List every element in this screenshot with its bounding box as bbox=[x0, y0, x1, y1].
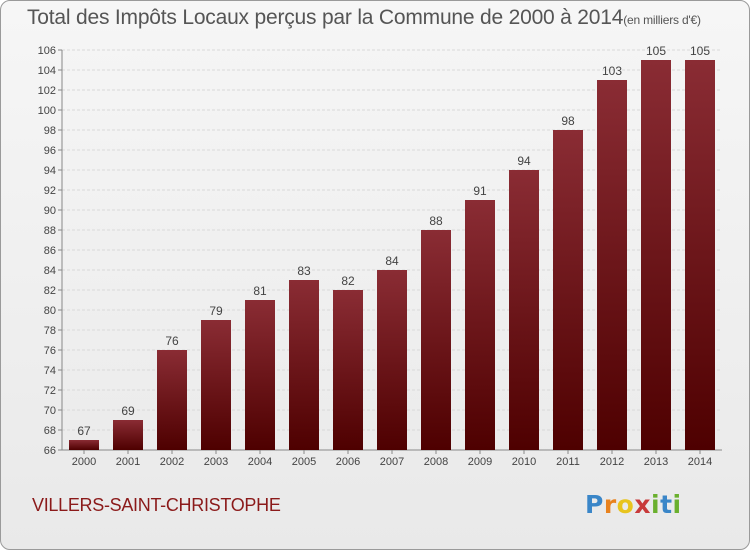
bar-value-label: 84 bbox=[385, 254, 399, 268]
x-tick-label: 2010 bbox=[512, 456, 536, 468]
x-tick-label: 2000 bbox=[72, 456, 96, 468]
bar bbox=[421, 230, 451, 450]
y-tick-label: 78 bbox=[44, 325, 56, 337]
x-tick-label: 2004 bbox=[248, 456, 272, 468]
bar-value-label: 79 bbox=[209, 304, 223, 318]
x-tick-label: 2001 bbox=[116, 456, 140, 468]
labels: 67 69 76 79 81 83 82 84 88 91 94 98 103 105 105 bbox=[77, 44, 710, 438]
y-tick-label: 70 bbox=[44, 405, 56, 417]
bar-value-label: 76 bbox=[165, 334, 179, 348]
bar bbox=[377, 270, 407, 450]
bar-value-label: 67 bbox=[77, 424, 91, 438]
logo-letter: o bbox=[616, 490, 635, 519]
y-tick-label: 104 bbox=[38, 65, 56, 77]
logo-letter: i bbox=[651, 490, 661, 519]
bar-value-label: 83 bbox=[297, 264, 311, 278]
bar-value-label: 69 bbox=[121, 404, 135, 418]
bar-value-label: 91 bbox=[473, 184, 487, 198]
x-tick-label: 2006 bbox=[336, 456, 360, 468]
x-tick-label: 2012 bbox=[600, 456, 624, 468]
logo-letter: x bbox=[634, 490, 651, 519]
bar-value-label: 88 bbox=[429, 214, 443, 228]
bar-value-label: 103 bbox=[602, 64, 622, 78]
bar bbox=[553, 130, 583, 450]
x-tick-label: 2007 bbox=[380, 456, 404, 468]
bar bbox=[157, 350, 187, 450]
bar bbox=[333, 290, 363, 450]
y-tick-label: 90 bbox=[44, 205, 56, 217]
y-tick-label: 102 bbox=[38, 85, 56, 97]
bar-value-label: 82 bbox=[341, 274, 355, 288]
proxiti-logo: Proxiti bbox=[585, 490, 682, 519]
y-tick-label: 98 bbox=[44, 125, 56, 137]
bar-value-label: 105 bbox=[646, 44, 666, 58]
chart-title: Total des Impôts Locaux perçus par la Co… bbox=[27, 6, 747, 30]
x-tick-label: 2008 bbox=[424, 456, 448, 468]
bar bbox=[509, 170, 539, 450]
x-tick-label: 2002 bbox=[160, 456, 184, 468]
x-tick-label: 2003 bbox=[204, 456, 228, 468]
logo-letter: P bbox=[585, 490, 604, 519]
bar-value-label: 81 bbox=[253, 284, 267, 298]
y-tick-label: 94 bbox=[44, 165, 56, 177]
y-tick-label: 80 bbox=[44, 305, 56, 317]
logo-letter: t bbox=[660, 490, 673, 519]
chart-title-unit: (en milliers d'€) bbox=[623, 13, 701, 27]
y-tick-label: 100 bbox=[38, 105, 56, 117]
x-tick-label: 2005 bbox=[292, 456, 316, 468]
bar bbox=[597, 80, 627, 450]
x-tick-label: 2011 bbox=[556, 456, 580, 468]
bar bbox=[201, 320, 231, 450]
y-tick-label: 84 bbox=[44, 265, 56, 277]
y-tick-label: 68 bbox=[44, 425, 56, 437]
y-tick-label: 92 bbox=[44, 185, 56, 197]
bar bbox=[685, 60, 715, 450]
y-tick-label: 76 bbox=[44, 345, 56, 357]
bar bbox=[113, 420, 143, 450]
y-tick-label: 96 bbox=[44, 145, 56, 157]
y-tick-label: 86 bbox=[44, 245, 56, 257]
x-tick-label: 2014 bbox=[688, 456, 712, 468]
bar-value-label: 105 bbox=[690, 44, 710, 58]
axes: 66 68 70 72 74 76 78 80 82 84 86 88 90 92 94 96 98 100 102… bbox=[38, 45, 722, 468]
y-tick-label: 88 bbox=[44, 225, 56, 237]
logo-letter: i bbox=[672, 490, 682, 519]
y-tick-label: 106 bbox=[38, 45, 56, 57]
bar bbox=[69, 440, 99, 450]
x-tick-label: 2013 bbox=[644, 456, 668, 468]
chart-title-text: Total des Impôts Locaux perçus par la Co… bbox=[27, 6, 624, 29]
y-tick-label: 72 bbox=[44, 385, 56, 397]
y-tick-label: 66 bbox=[44, 445, 56, 457]
x-tick-label: 2009 bbox=[468, 456, 492, 468]
logo-letter: r bbox=[603, 490, 617, 519]
bars bbox=[69, 60, 715, 450]
bar bbox=[245, 300, 275, 450]
y-tick-label: 74 bbox=[44, 365, 56, 377]
bar-value-label: 98 bbox=[561, 114, 575, 128]
bar bbox=[465, 200, 495, 450]
y-tick-label: 82 bbox=[44, 285, 56, 297]
commune-name: VILLERS-SAINT-CHRISTOPHE bbox=[32, 495, 281, 515]
bar bbox=[641, 60, 671, 450]
bar-value-label: 94 bbox=[517, 154, 531, 168]
bar bbox=[289, 280, 319, 450]
